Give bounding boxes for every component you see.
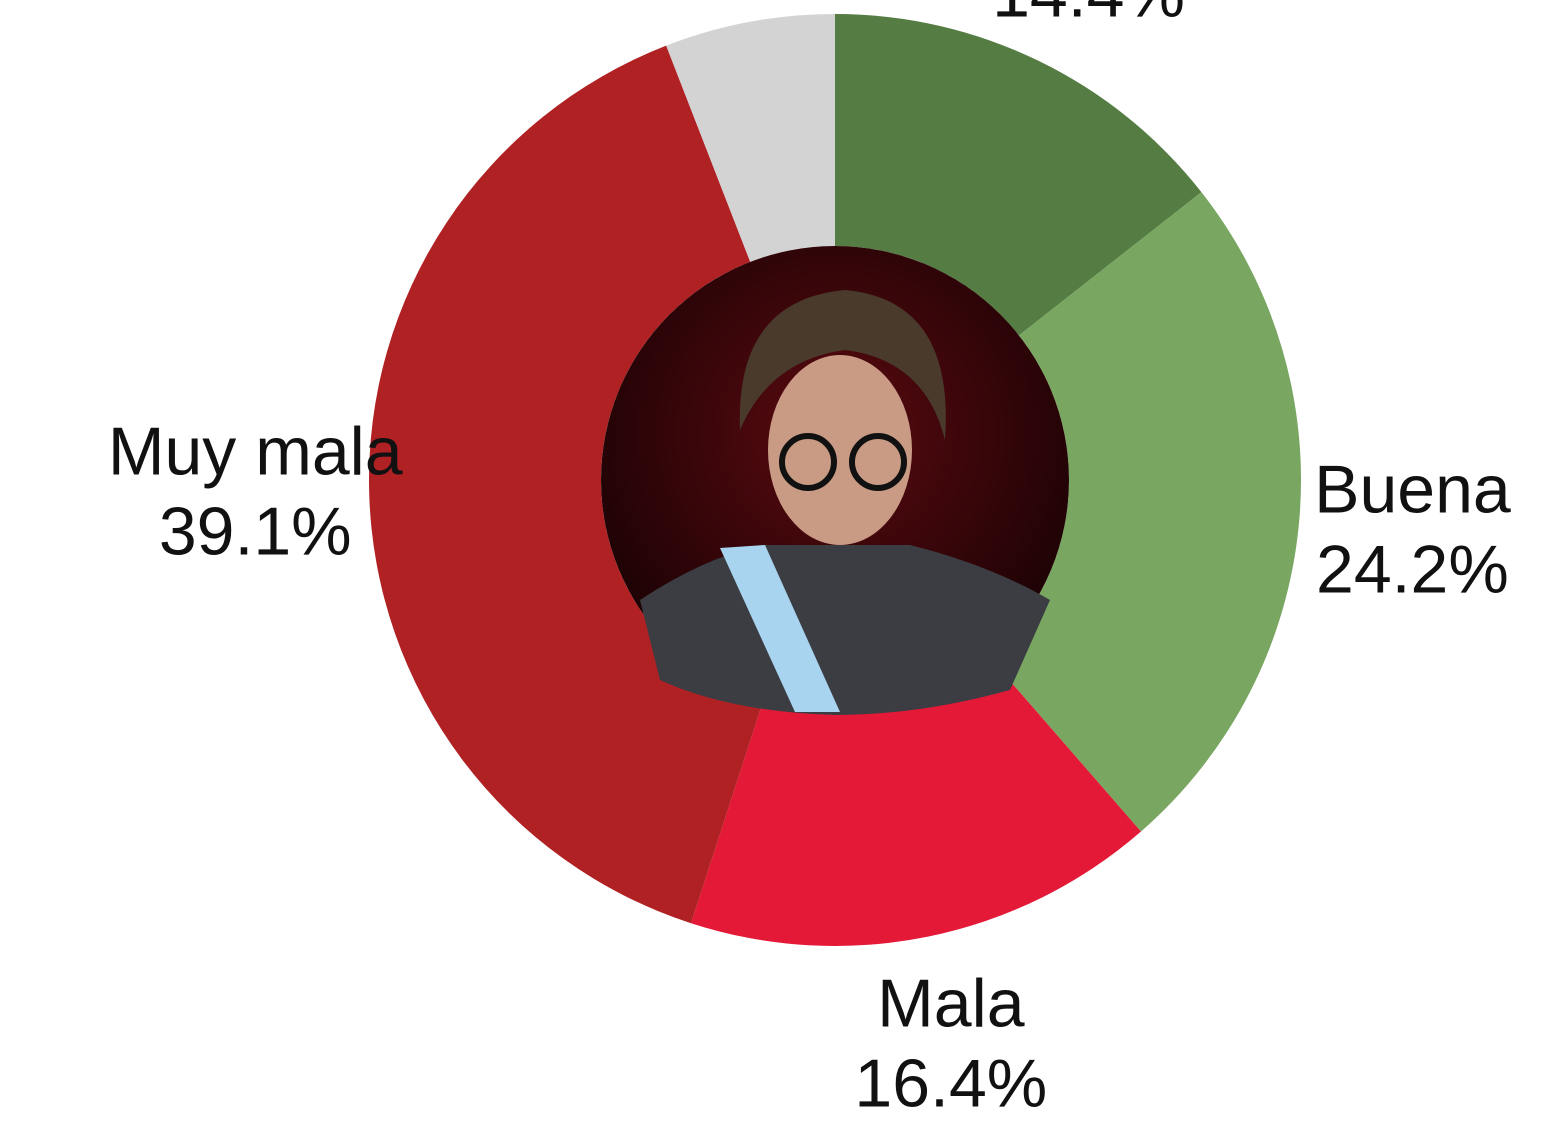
chart: 14.4% Buena24.2% Mala16.4% Muy mala39.1% [0,0,1555,1129]
value-label: 14.4% [992,0,1185,31]
value-label: 39.1% [159,493,352,569]
center-photo [601,246,1069,715]
value-label: 16.4% [854,1045,1047,1121]
value-label: 24.2% [1316,532,1509,608]
slice-label: Mala [877,965,1025,1041]
slice-label: Buena [1314,452,1511,528]
slice-label: Muy mala [108,413,403,489]
